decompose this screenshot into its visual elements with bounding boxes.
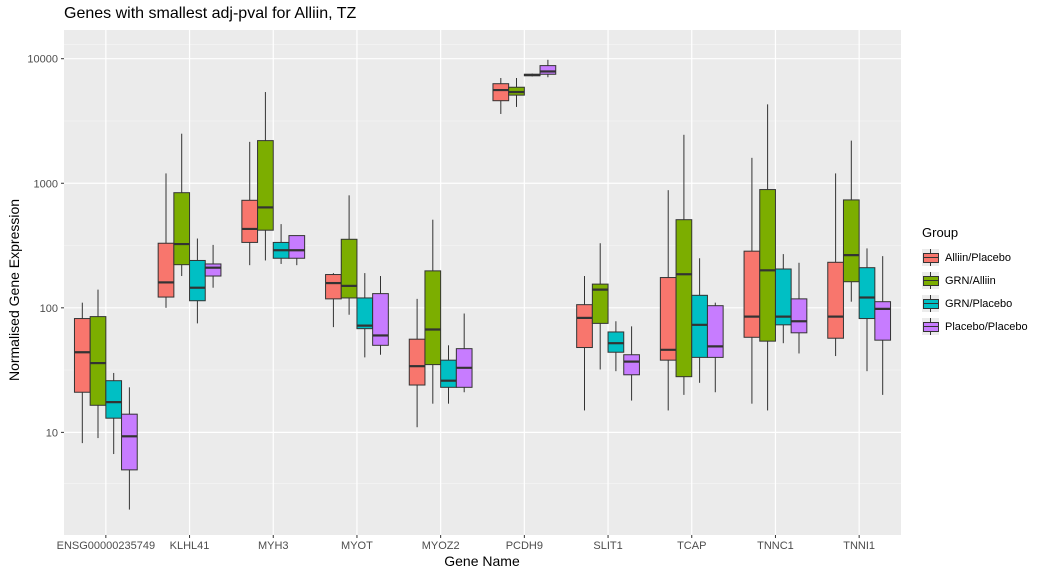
box [576,304,593,349]
x-tick-label: TNNI1 [843,540,875,552]
legend-label: GRN/Placebo [945,297,1013,310]
legend-items: Alliin/Placebo GRN/Alliin GRN/Placebo Place… [922,246,1028,338]
legend-key [922,249,939,266]
x-tick-label: KLHL41 [170,540,210,552]
legend-item: Alliin/Placebo [922,246,1028,269]
box [288,235,306,259]
box [340,238,358,299]
legend-key [922,318,939,335]
x-tick-label: ENSG00000235749 [57,540,155,552]
legend-item: GRN/Alliin [922,269,1028,292]
x-tick-label: PCDH9 [506,540,543,552]
x-tick-label: MYH3 [258,540,289,552]
legend-label: GRN/Alliin [945,274,996,287]
x-axis-label: Gene Name [444,553,520,569]
legend: Group Alliin/Placebo GRN/Alliin GRN/Placeb… [922,225,1028,338]
box [157,242,175,298]
y-tick-label: 100 [40,303,58,315]
legend-item: Placebo/Placebo [922,315,1028,338]
legend-label: Placebo/Placebo [945,320,1028,333]
box [73,318,91,393]
box [790,298,808,334]
y-tick-label: 10 [46,427,58,439]
y-tick-label: 10000 [27,54,58,66]
box [204,263,222,277]
y-axis-label: Normalised Gene Expression [6,198,22,382]
box [774,268,792,326]
x-tick-label: SLIT1 [593,540,622,552]
box [743,250,761,338]
box [659,277,677,361]
x-tick-label: MYOT [341,540,373,552]
box [173,192,191,266]
box [858,267,876,320]
box [257,140,274,231]
box [105,380,123,419]
box [89,316,107,406]
legend-item: GRN/Placebo [922,292,1028,315]
box [356,297,374,330]
x-tick-label: TNNC1 [757,540,794,552]
box [759,189,776,342]
box [827,261,844,339]
legend-title: Group [922,225,959,240]
box [691,294,708,358]
legend-key [922,272,939,289]
box [189,259,206,302]
chart-title: Genes with smallest adj-pval for Alliin,… [64,5,357,22]
box [842,199,860,283]
box [325,274,342,300]
box [492,83,510,102]
box [241,199,259,243]
x-tick-label: MYOZ2 [422,540,460,552]
legend-label: Alliin/Placebo [945,251,1012,264]
x-tick-label: TCAP [677,540,706,552]
box [408,338,426,386]
box [440,359,457,388]
box [424,270,442,366]
box [675,219,693,378]
box [539,65,557,75]
box [706,305,724,358]
box [372,293,389,346]
y-tick-label: 1000 [34,178,58,190]
box [623,354,640,376]
box [874,301,892,341]
box [591,283,609,324]
box [121,413,138,471]
legend-key [922,295,939,312]
